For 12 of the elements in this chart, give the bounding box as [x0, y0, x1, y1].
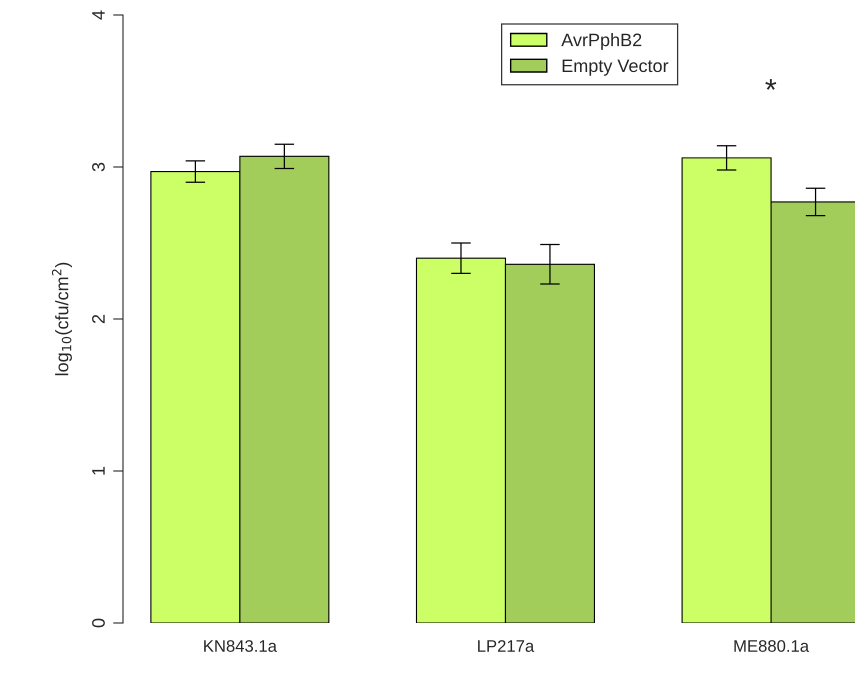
y-tick-label: 0: [92, 618, 105, 628]
y-tick-label: 2: [92, 314, 105, 324]
y-tick-label: 4: [92, 10, 105, 20]
x-tick-label: LP217a: [478, 640, 534, 652]
y-axis-title: log$_{10}$(cfu/cm$^{2}$): [52, 262, 72, 376]
y-tick-label: 3: [92, 162, 105, 172]
x-tick-label: KN843.1a: [204, 640, 277, 652]
legend-label: Empty Vector: [562, 60, 668, 76]
legend-label: AvrPphB2: [561, 33, 642, 50]
annotation: *: [765, 79, 776, 90]
y-tick-label: 1: [92, 466, 105, 475]
x-tick-label: ME880.1a: [734, 640, 810, 652]
